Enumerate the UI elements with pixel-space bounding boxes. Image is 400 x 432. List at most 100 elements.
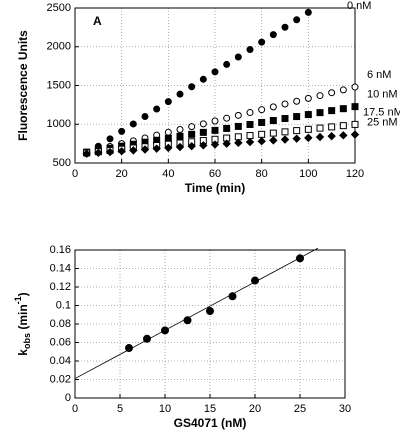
data-point (176, 132, 184, 140)
x-tick-label: 60 (209, 168, 221, 180)
data-point (206, 307, 214, 316)
data-point (339, 86, 347, 94)
data-point (246, 46, 254, 54)
data-point (258, 118, 266, 126)
data-point (339, 122, 347, 130)
data-point (106, 135, 114, 143)
data-point (152, 144, 161, 153)
y-axis-label-part: k (16, 349, 30, 356)
data-point (269, 129, 277, 137)
data-point (187, 141, 196, 151)
data-point (129, 120, 137, 128)
x-tick-label: 25 (294, 403, 306, 415)
data-point (350, 130, 360, 139)
x-tick-label: 100 (299, 168, 317, 180)
x-axis-label: Time (min) (185, 181, 245, 195)
data-point (199, 75, 207, 83)
data-point (223, 60, 231, 68)
data-point (327, 131, 336, 141)
data-point (281, 115, 289, 123)
data-point (328, 89, 336, 97)
y-tick-label: 0.12 (50, 281, 71, 293)
x-tick-label: 0 (72, 403, 78, 415)
data-point (328, 107, 336, 115)
data-point (234, 138, 243, 148)
data-point (199, 141, 208, 150)
plot-frame (74, 249, 346, 399)
data-point (164, 98, 172, 106)
y-tick-label: 0.02 (50, 373, 71, 385)
y-tick-label: 0.1 (56, 299, 71, 311)
y-axis-label-part: -1 (13, 296, 23, 304)
x-tick-label: 30 (339, 403, 351, 415)
data-point (304, 8, 312, 16)
data-point (94, 148, 103, 158)
data-point (293, 97, 301, 105)
x-tick-label: 5 (117, 403, 123, 415)
data-point (117, 147, 126, 156)
panel-label: A (93, 14, 102, 28)
data-point (251, 276, 259, 285)
data-point (281, 100, 289, 108)
data-point (296, 254, 304, 263)
data-point (223, 124, 231, 132)
y-tick-label: 0.04 (50, 355, 71, 367)
data-point (245, 137, 255, 147)
data-point (339, 105, 347, 113)
y-tick-label: 0.06 (50, 336, 71, 348)
data-point (188, 130, 196, 138)
data-point (105, 147, 115, 157)
data-point (351, 83, 359, 91)
data-point (234, 53, 242, 61)
data-point (188, 83, 196, 91)
x-tick-label: 80 (256, 168, 268, 180)
data-point (211, 126, 219, 134)
data-point (210, 140, 220, 149)
data-point (258, 106, 266, 114)
data-point (258, 38, 266, 46)
data-point (304, 125, 312, 133)
data-point (246, 132, 254, 140)
y-tick-label: 1500 (47, 79, 71, 91)
fit-line (74, 247, 319, 379)
x-tick-label: 20 (116, 168, 128, 180)
data-point (164, 143, 173, 153)
data-point (234, 122, 242, 130)
data-point (176, 90, 184, 98)
data-point (316, 124, 324, 132)
x-tick-label: 0 (72, 168, 78, 180)
data-point (164, 128, 172, 136)
data-point (140, 145, 150, 154)
data-point (293, 113, 301, 121)
data-point (258, 130, 266, 138)
data-point (315, 132, 325, 142)
y-tick-label: 1000 (47, 118, 71, 130)
data-point (293, 127, 301, 135)
data-point (141, 113, 149, 120)
data-point (82, 149, 91, 158)
x-tick-label: 15 (204, 403, 216, 415)
y-axis-label-part: ) (16, 292, 30, 296)
legend-entry: 6 nM (367, 69, 391, 81)
data-point (199, 128, 207, 136)
data-point (281, 23, 289, 31)
data-point (328, 123, 336, 131)
y-axis-label: Fluorescence Units (16, 30, 30, 141)
data-point (269, 117, 277, 125)
x-axis-label: GS4071 (nM) (174, 416, 247, 430)
y-axis-label-part: obs (22, 333, 32, 349)
data-point (246, 120, 254, 128)
legend-entry: 17.5 nM (363, 106, 400, 118)
data-point (351, 120, 359, 128)
data-point (176, 126, 184, 134)
y-axis-label-part: (min (16, 304, 30, 333)
data-point (153, 105, 161, 113)
y-tick-label: 0.08 (50, 318, 71, 330)
legend-entry: 0 nM (347, 0, 371, 12)
data-point (211, 68, 219, 76)
y-tick-label: 0 (65, 392, 71, 404)
legend-entry: 25 nM (367, 116, 398, 128)
x-tick-label: 10 (159, 403, 171, 415)
data-point (228, 292, 237, 301)
data-point (188, 123, 196, 131)
